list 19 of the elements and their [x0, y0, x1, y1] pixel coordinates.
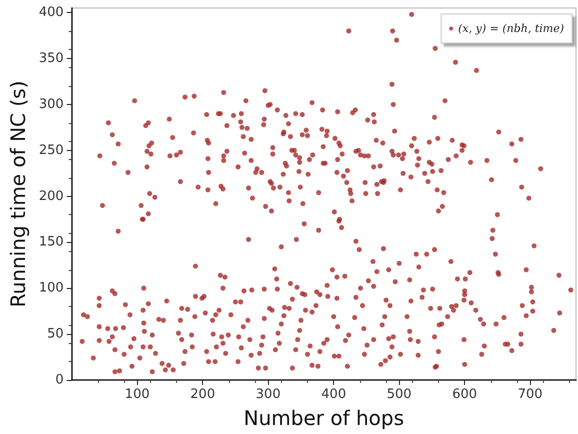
x-tick-label: 200: [190, 387, 216, 402]
y-tick-label: 200: [38, 188, 64, 204]
x-tick-label: 600: [452, 387, 478, 402]
y-tick-label: 150: [38, 234, 64, 250]
x-tick-label: 300: [256, 387, 281, 402]
y-tick-label: 100: [38, 280, 64, 296]
x-tick-label: 400: [321, 387, 346, 402]
legend-label: (x, y) = (nbh, time): [458, 22, 564, 35]
y-tick-label: 300: [38, 96, 64, 112]
x-axis-title: Number of hops: [244, 406, 404, 430]
x-tick-label: 500: [386, 387, 412, 402]
x-tick-label: 100: [124, 387, 150, 402]
y-tick-label: 350: [38, 51, 64, 66]
x-tick-label: 700: [518, 387, 543, 402]
y-tick-label: 250: [38, 142, 64, 158]
y-axis-title: Running time of NC (s): [6, 80, 30, 308]
y-tick-label: 400: [38, 5, 64, 20]
y-tick-label: 0: [55, 372, 64, 388]
y-tick-label: 50: [47, 326, 64, 342]
